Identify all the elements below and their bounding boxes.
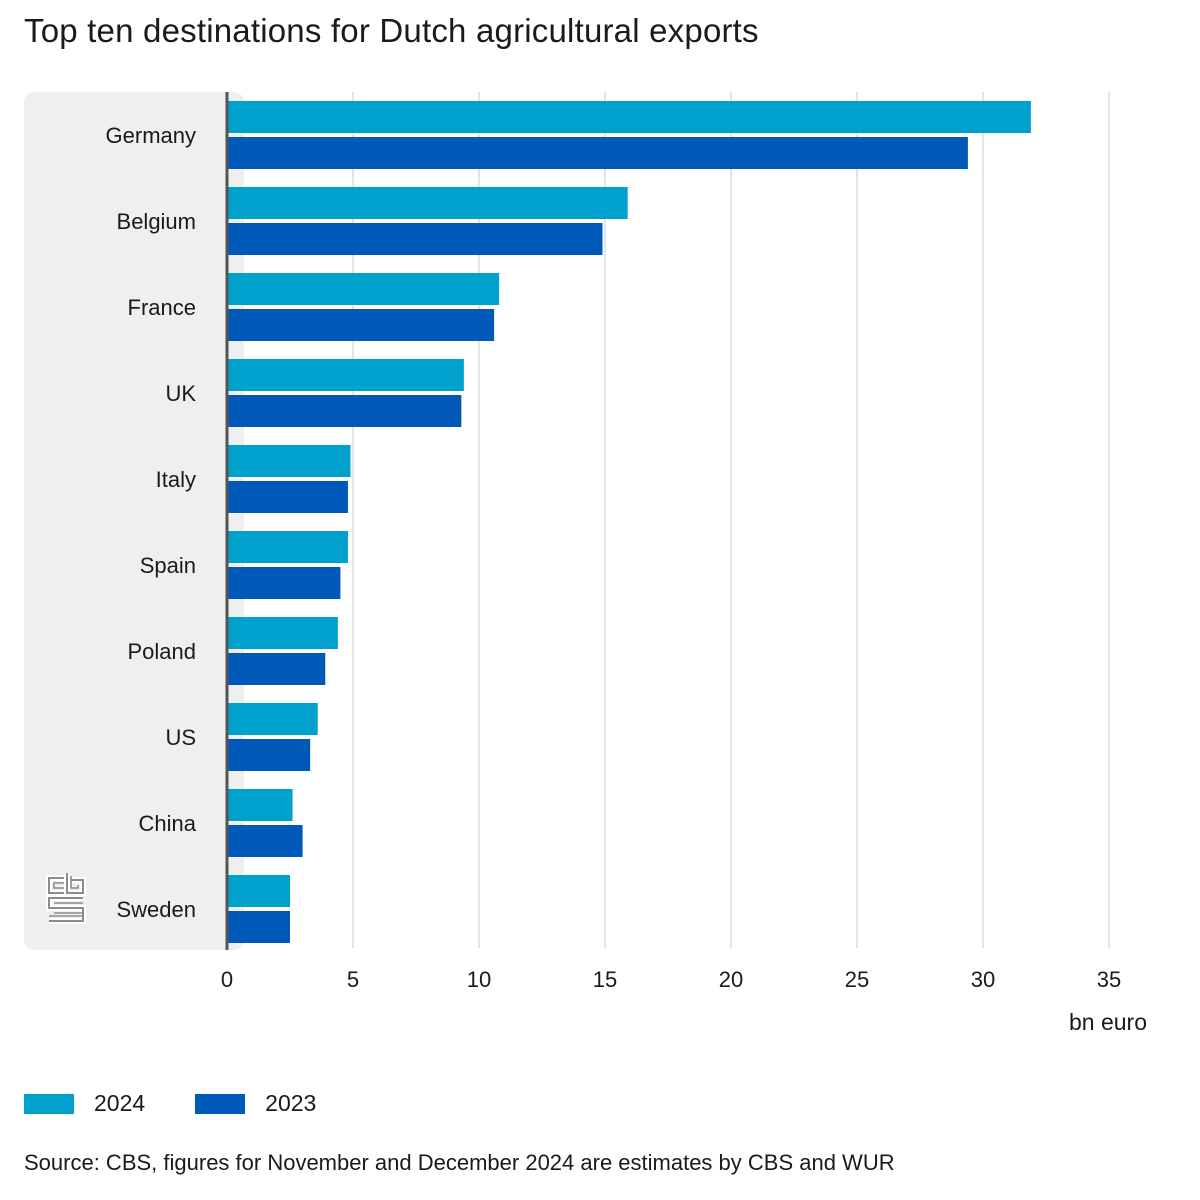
bar-germany-2023 (227, 137, 968, 169)
x-tick-label-25: 25 (845, 967, 869, 992)
bar-spain-2024 (227, 531, 348, 563)
x-tick-labels: 0 5 10 15 20 25 30 35 (221, 967, 1121, 992)
x-tick-label-20: 20 (719, 967, 743, 992)
category-label-italy: Italy (156, 467, 196, 492)
x-tick-label-35: 35 (1097, 967, 1121, 992)
bar-germany-2024 (227, 101, 1031, 133)
bar-italy-2024 (227, 445, 351, 477)
bar-uk-2023 (227, 395, 462, 427)
bar-sweden-2023 (227, 911, 290, 943)
bar-france-2023 (227, 309, 495, 341)
legend-label-2023: 2023 (265, 1090, 317, 1116)
category-label-france: France (128, 295, 196, 320)
bar-poland-2023 (227, 653, 326, 685)
x-tick-label-15: 15 (593, 967, 617, 992)
bar-belgium-2024 (227, 187, 628, 219)
logo-glyph-1 (66, 873, 84, 894)
bar-chart: Germany Belgium France UK Italy Spain Poland US… (24, 92, 1147, 1035)
legend-item-2024: 2024 (24, 1090, 145, 1117)
legend-label-2024: 2024 (94, 1090, 146, 1116)
logo-glyph-inner-0 (53, 882, 64, 889)
legend-item-2023: 2023 (195, 1090, 316, 1117)
category-label-us: US (165, 725, 196, 750)
bar-us-2024 (227, 703, 318, 735)
bar-sweden-2024 (227, 875, 290, 907)
bar-france-2024 (227, 273, 500, 305)
legend: 2024 2023 (24, 1090, 366, 1117)
bar-italy-2023 (227, 481, 348, 513)
bar-china-2023 (227, 825, 303, 857)
x-tick-label-0: 0 (221, 967, 233, 992)
logo-glyph-2 (48, 897, 84, 922)
bar-poland-2024 (227, 617, 338, 649)
bars (227, 101, 1031, 943)
logo-glyph-inner-1 (70, 876, 79, 889)
bar-uk-2024 (227, 359, 464, 391)
category-label-panel (24, 92, 244, 950)
logo-glyph-inner-2 (49, 902, 84, 917)
source-note: Source: CBS, figures for November and De… (24, 1150, 895, 1175)
category-label-belgium: Belgium (117, 209, 196, 234)
chart-title: Top ten destinations for Dutch agricultu… (24, 12, 759, 49)
bar-spain-2023 (227, 567, 341, 599)
category-label-spain: Spain (140, 553, 196, 578)
category-label-poland: Poland (127, 639, 196, 664)
category-label-uk: UK (165, 381, 196, 406)
category-label-germany: Germany (106, 123, 196, 148)
bar-china-2024 (227, 789, 293, 821)
x-tick-label-30: 30 (971, 967, 995, 992)
x-tick-label-10: 10 (467, 967, 491, 992)
bar-belgium-2023 (227, 223, 603, 255)
category-label-china: China (139, 811, 197, 836)
legend-swatch-2024 (24, 1093, 74, 1114)
legend-swatch-2023 (195, 1093, 246, 1114)
logo-glyph-0 (48, 877, 64, 894)
gridlines (352, 92, 1110, 948)
category-labels: Germany Belgium France UK Italy Spain Poland US… (106, 123, 197, 922)
x-tick-label-5: 5 (347, 967, 359, 992)
x-axis-label: bn euro (1069, 1009, 1147, 1035)
bar-us-2023 (227, 739, 311, 771)
cbs-logo-icon (46, 873, 86, 924)
category-label-sweden: Sweden (116, 897, 196, 922)
